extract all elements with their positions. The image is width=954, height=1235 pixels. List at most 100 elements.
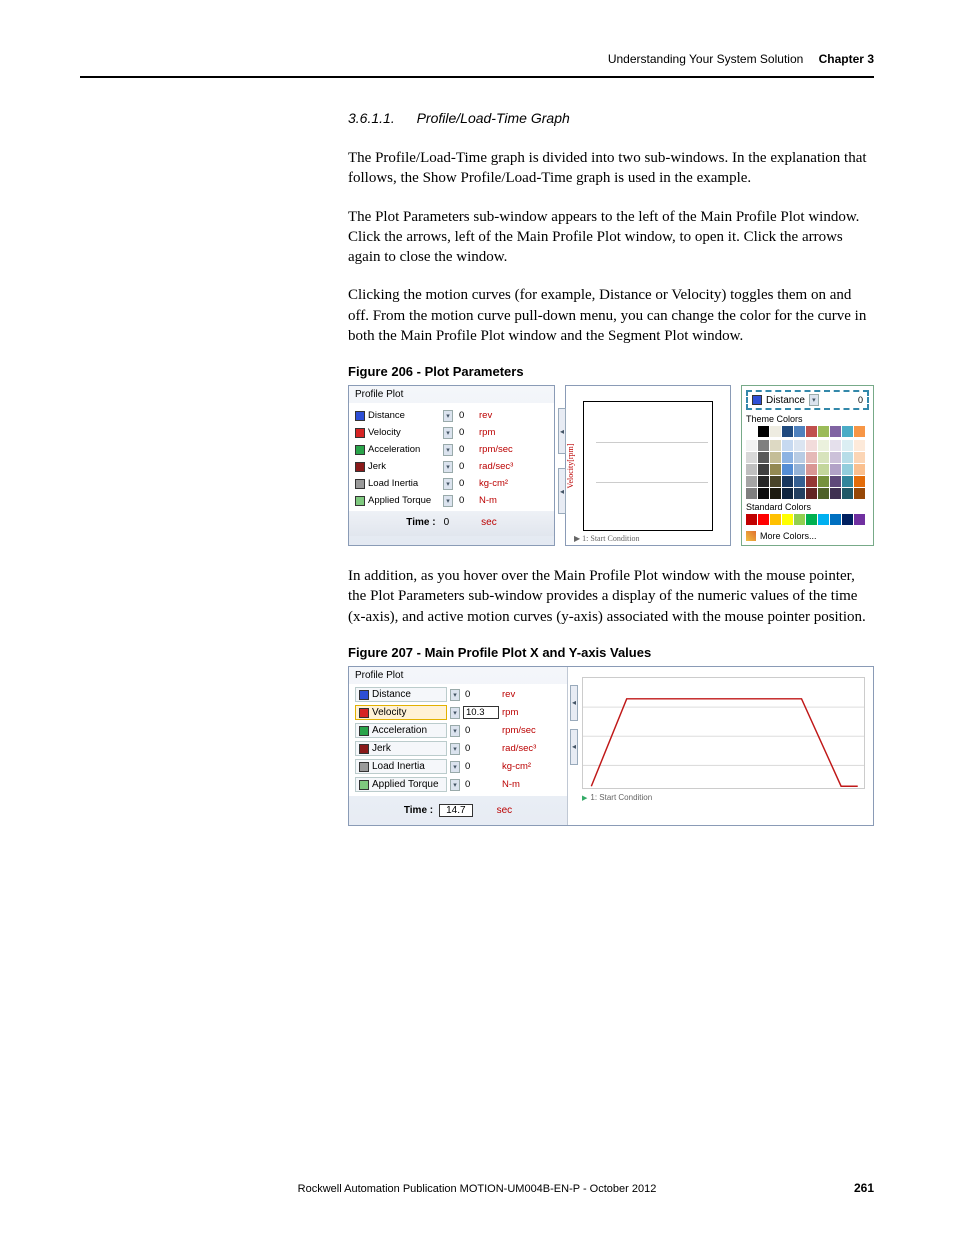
color-swatch[interactable] xyxy=(818,426,829,437)
curve-badge[interactable]: Jerk xyxy=(355,741,447,756)
curve-row-acceleration[interactable]: Acceleration▾0rpm/sec xyxy=(355,441,548,458)
curve-badge[interactable]: Applied Torque xyxy=(355,777,447,792)
color-swatch[interactable] xyxy=(770,514,781,525)
color-swatch[interactable] xyxy=(830,464,841,475)
color-swatch[interactable] xyxy=(806,426,817,437)
curve-dropdown[interactable]: ▾ xyxy=(443,478,453,490)
color-swatch[interactable] xyxy=(854,514,865,525)
color-swatch[interactable] xyxy=(794,426,805,437)
color-swatch[interactable] xyxy=(842,452,853,463)
color-swatch[interactable] xyxy=(758,440,769,451)
color-swatch[interactable] xyxy=(746,476,757,487)
color-swatch[interactable] xyxy=(806,488,817,499)
color-swatch[interactable] xyxy=(782,488,793,499)
main-profile-plot[interactable]: ◂ ◂ Velocity[rpm] ▶ 1: Start Condition xyxy=(565,385,731,546)
color-swatch[interactable] xyxy=(854,476,865,487)
color-swatch[interactable] xyxy=(830,426,841,437)
color-picker-selected[interactable]: Distance ▾ 0 xyxy=(746,390,869,410)
color-swatch[interactable] xyxy=(842,464,853,475)
curve-row-load-inertia[interactable]: Load Inertia▾0kg-cm² xyxy=(355,475,548,492)
color-swatch[interactable] xyxy=(830,514,841,525)
expand-handle-top[interactable]: ◂ xyxy=(558,408,566,454)
color-swatch[interactable] xyxy=(794,514,805,525)
color-swatch[interactable] xyxy=(758,514,769,525)
curve-dropdown[interactable]: ▾ xyxy=(450,761,460,773)
color-swatch[interactable] xyxy=(818,452,829,463)
curve-dropdown[interactable]: ▾ xyxy=(450,743,460,755)
color-swatch[interactable] xyxy=(806,440,817,451)
color-swatch[interactable] xyxy=(794,440,805,451)
color-swatch[interactable] xyxy=(758,476,769,487)
color-swatch[interactable] xyxy=(794,476,805,487)
curve-dropdown[interactable]: ▾ xyxy=(443,461,453,473)
color-swatch[interactable] xyxy=(818,514,829,525)
color-swatch[interactable] xyxy=(818,488,829,499)
curve-row-applied-torque[interactable]: Applied Torque▾0N-m xyxy=(355,492,548,509)
color-swatch[interactable] xyxy=(746,464,757,475)
color-swatch[interactable] xyxy=(770,476,781,487)
curve-dropdown[interactable]: ▾ xyxy=(443,427,453,439)
curve-dropdown[interactable]: ▾ xyxy=(450,779,460,791)
color-swatch[interactable] xyxy=(854,440,865,451)
color-swatch[interactable] xyxy=(746,514,757,525)
color-swatch[interactable] xyxy=(770,464,781,475)
color-swatch[interactable] xyxy=(854,452,865,463)
color-swatch[interactable] xyxy=(782,476,793,487)
color-swatch[interactable] xyxy=(770,426,781,437)
curve-dropdown[interactable]: ▾ xyxy=(450,689,460,701)
curve-dropdown[interactable]: ▾ xyxy=(443,410,453,422)
curve-row-jerk[interactable]: Jerk▾0rad/sec³ xyxy=(355,740,561,758)
curve-row-jerk[interactable]: Jerk▾0rad/sec³ xyxy=(355,458,548,475)
curve-row-distance[interactable]: Distance▾0rev xyxy=(355,686,561,704)
more-colors[interactable]: More Colors... xyxy=(746,531,869,541)
color-swatch[interactable] xyxy=(842,514,853,525)
color-swatch[interactable] xyxy=(806,464,817,475)
color-swatch[interactable] xyxy=(770,452,781,463)
color-swatch[interactable] xyxy=(830,452,841,463)
color-swatch[interactable] xyxy=(830,440,841,451)
selected-dropdown[interactable]: ▾ xyxy=(809,394,819,406)
color-swatch[interactable] xyxy=(818,440,829,451)
color-swatch[interactable] xyxy=(830,488,841,499)
color-swatch[interactable] xyxy=(770,488,781,499)
main-profile-plot-207[interactable]: ◂ ◂ 1: Start Condition xyxy=(567,667,873,825)
curve-dropdown[interactable]: ▾ xyxy=(450,725,460,737)
color-swatch[interactable] xyxy=(770,440,781,451)
color-swatch[interactable] xyxy=(842,426,853,437)
color-swatch[interactable] xyxy=(746,488,757,499)
color-swatch[interactable] xyxy=(782,514,793,525)
color-swatch[interactable] xyxy=(830,476,841,487)
curve-dropdown[interactable]: ▾ xyxy=(443,444,453,456)
color-swatch[interactable] xyxy=(854,426,865,437)
color-swatch[interactable] xyxy=(818,464,829,475)
color-swatch[interactable] xyxy=(794,464,805,475)
expand-handle-top-207[interactable]: ◂ xyxy=(570,685,578,721)
curve-row-velocity[interactable]: Velocity▾10.3rpm xyxy=(355,704,561,722)
curve-row-acceleration[interactable]: Acceleration▾0rpm/sec xyxy=(355,722,561,740)
color-swatch[interactable] xyxy=(854,464,865,475)
curve-badge[interactable]: Acceleration xyxy=(355,723,447,738)
color-swatch[interactable] xyxy=(758,452,769,463)
color-swatch[interactable] xyxy=(782,452,793,463)
color-swatch[interactable] xyxy=(746,440,757,451)
color-swatch[interactable] xyxy=(818,476,829,487)
color-picker-popout[interactable]: Distance ▾ 0 Theme Colors Standard Color… xyxy=(741,385,874,546)
curve-dropdown[interactable]: ▾ xyxy=(443,495,453,507)
curve-row-distance[interactable]: Distance▾0rev xyxy=(355,407,548,424)
curve-row-load-inertia[interactable]: Load Inertia▾0kg-cm² xyxy=(355,758,561,776)
color-swatch[interactable] xyxy=(806,476,817,487)
curve-badge[interactable]: Distance xyxy=(355,687,447,702)
curve-badge[interactable]: Velocity xyxy=(355,705,447,720)
color-swatch[interactable] xyxy=(842,476,853,487)
color-swatch[interactable] xyxy=(782,426,793,437)
curve-row-velocity[interactable]: Velocity▾0rpm xyxy=(355,424,548,441)
color-swatch[interactable] xyxy=(758,464,769,475)
expand-handle-bottom-207[interactable]: ◂ xyxy=(570,729,578,765)
curve-badge[interactable]: Load Inertia xyxy=(355,759,447,774)
color-swatch[interactable] xyxy=(746,452,757,463)
color-swatch[interactable] xyxy=(806,452,817,463)
color-swatch[interactable] xyxy=(806,514,817,525)
plot-area[interactable] xyxy=(583,401,713,531)
color-swatch[interactable] xyxy=(782,464,793,475)
color-swatch[interactable] xyxy=(758,488,769,499)
